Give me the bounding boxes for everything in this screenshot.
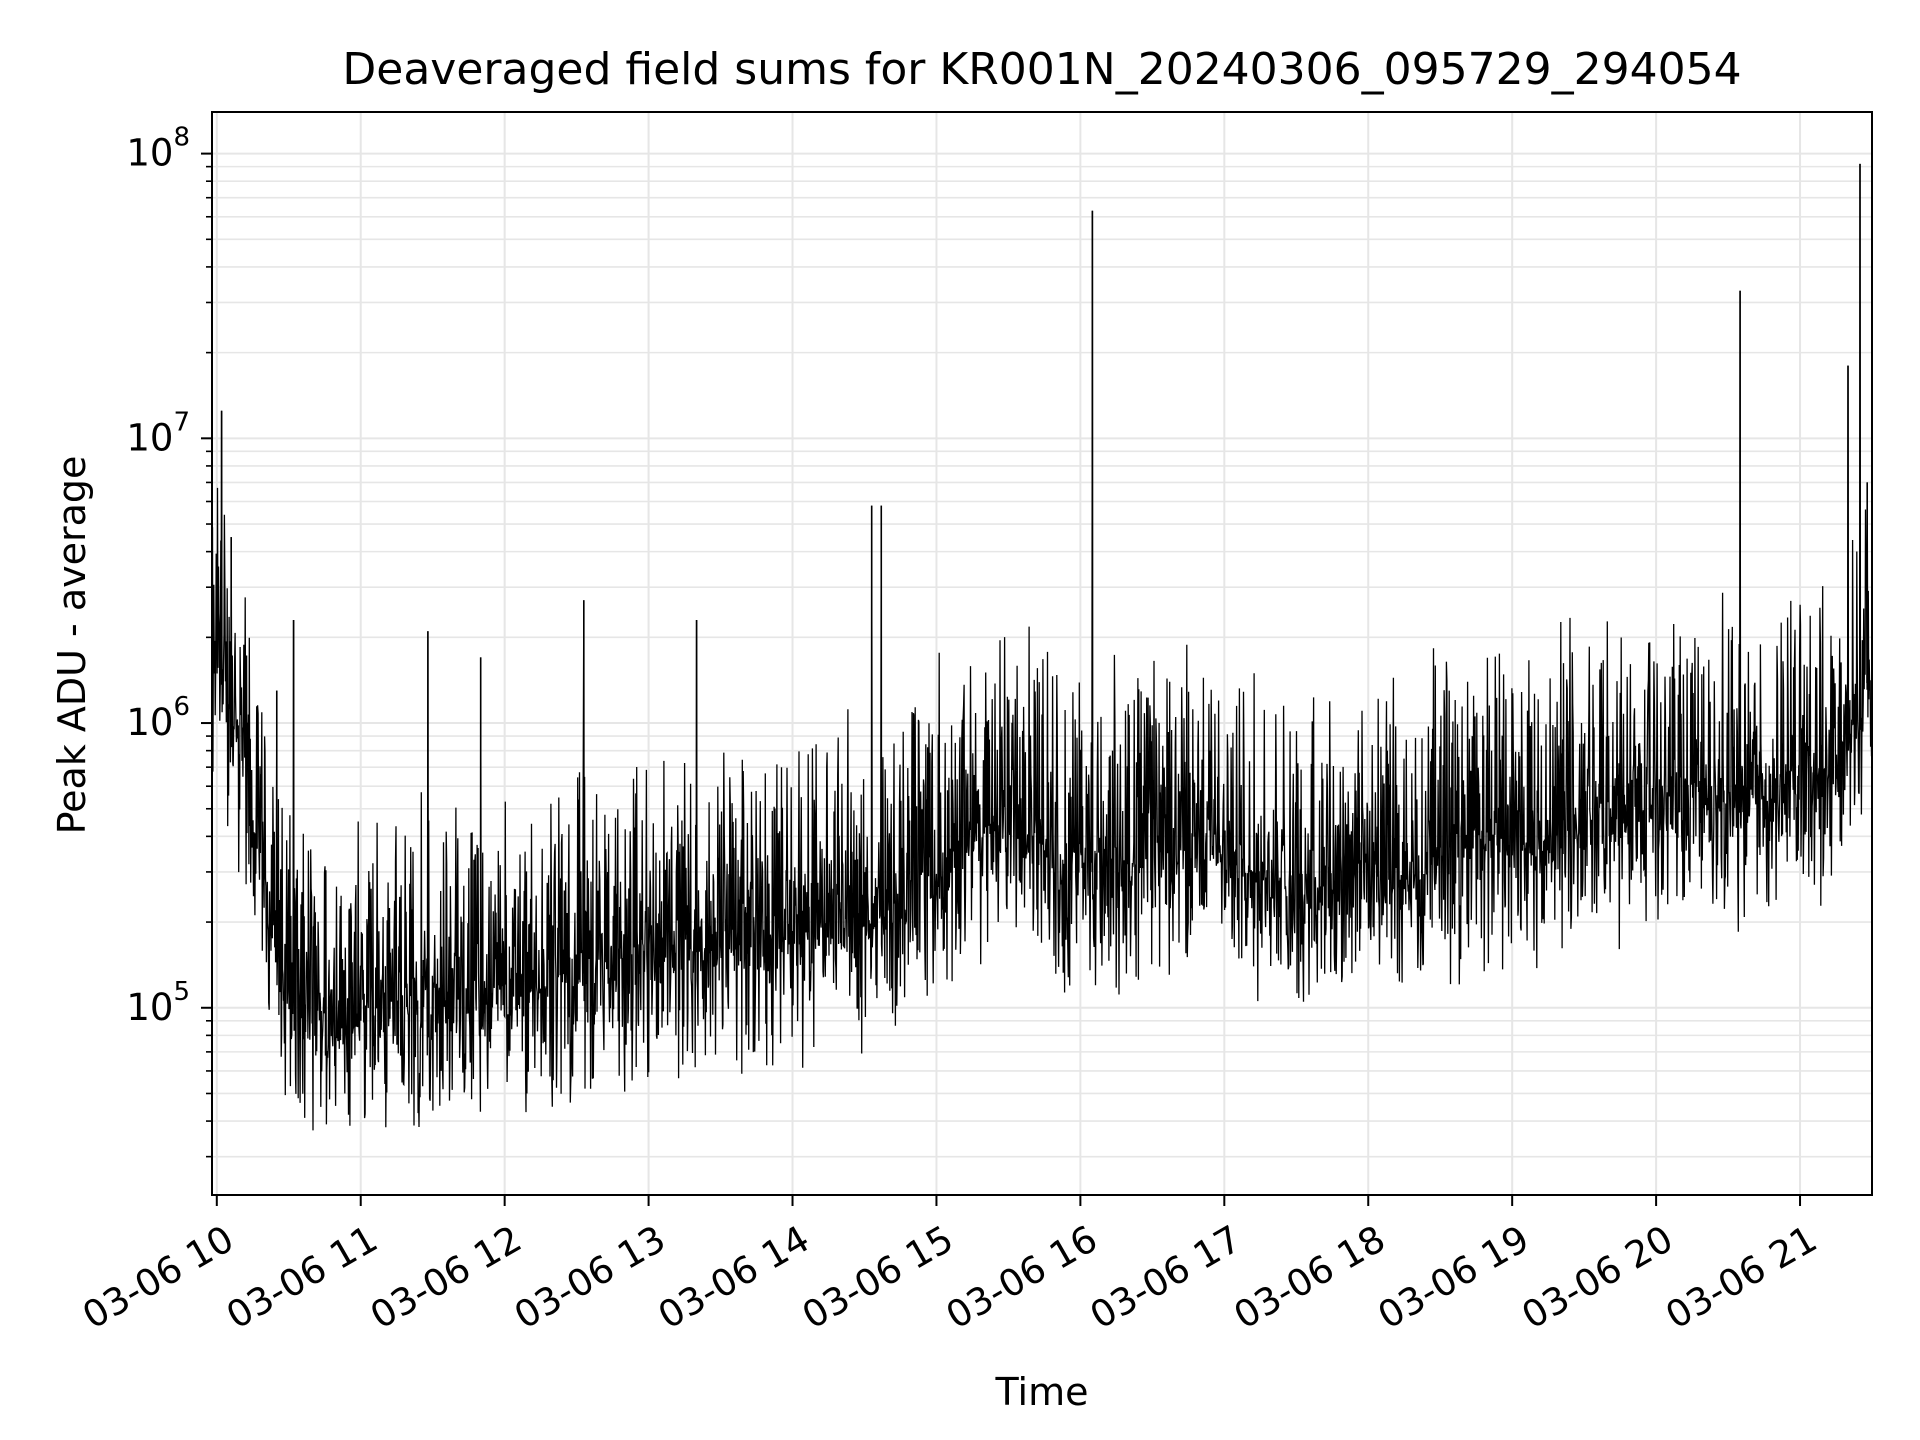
y-tick-label: 108 [126,123,190,175]
x-tick-label: 03-06 19 [1371,1217,1537,1337]
series-group [212,163,1872,1131]
x-tick-label: 03-06 14 [651,1217,817,1337]
x-tick-label: 03-06 18 [1227,1217,1393,1337]
series-line [212,163,1872,1131]
x-tick-label: 03-06 10 [75,1217,241,1337]
x-tick-label: 03-06 13 [507,1217,673,1337]
x-tick-label: 03-06 11 [219,1217,385,1337]
plot-frame [211,111,1873,1196]
x-tick-label: 03-06 16 [939,1217,1105,1337]
x-tick-label: 03-06 15 [795,1217,961,1337]
grid [212,112,1872,1195]
x-axis-label: Time [995,1370,1089,1414]
y-axis-label: Peak ADU - average [50,455,94,835]
x-tick-label: 03-06 20 [1515,1217,1681,1337]
x-tick-label: 03-06 12 [363,1217,529,1337]
x-tick-label: 03-06 21 [1659,1217,1825,1337]
x-tick-label: 03-06 17 [1083,1217,1249,1337]
y-tick-label: 107 [126,407,190,459]
y-tick-label: 106 [126,692,190,744]
chart-title: Deaveraged field sums for KR001N_2024030… [342,44,1742,95]
y-tick-label: 105 [126,977,190,1029]
